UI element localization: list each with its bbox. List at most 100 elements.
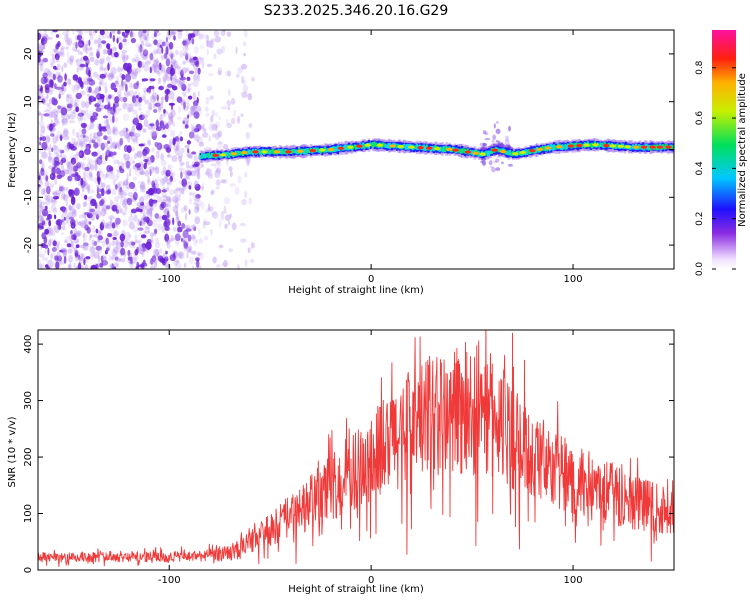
noise-speckle [95, 263, 99, 269]
noise-speckle [176, 79, 180, 87]
noise-speckle [108, 171, 116, 180]
noise-speckle [146, 209, 151, 215]
noise-speckle [97, 181, 104, 188]
noise-speckle [46, 111, 53, 119]
noise-speckle [102, 81, 108, 89]
noise-speckle [161, 84, 166, 88]
noise-speckle [39, 136, 42, 141]
noise-speckle [78, 166, 81, 172]
noise-speckle [80, 128, 88, 137]
noise-speckle [142, 128, 147, 133]
spectrogram-ytick-label: 0 [23, 146, 34, 152]
band-green [615, 143, 618, 149]
band-green [424, 145, 427, 151]
noise-speckle [186, 251, 189, 259]
noise-speckle [67, 93, 72, 99]
noise-speckle [122, 127, 129, 133]
noise-speckle [140, 61, 146, 68]
noise-speckle [125, 184, 128, 193]
noise-speckle [91, 225, 96, 233]
noise-speckle [101, 219, 106, 227]
noise-speckle [138, 96, 143, 103]
noise-speckle [78, 141, 86, 147]
noise-speckle [122, 102, 128, 110]
noise-speckle [77, 42, 84, 47]
band-core [356, 144, 363, 148]
band-green [292, 149, 295, 154]
noise-speckle [139, 50, 142, 55]
noise-speckle [177, 252, 183, 258]
noise-speckle [65, 208, 68, 214]
noise-speckle [192, 104, 197, 112]
figure-title: S233.2025.346.20.16.G29 [264, 3, 449, 19]
noise-speckle [241, 199, 247, 205]
noise-speckle [51, 231, 56, 237]
noise-speckle [194, 216, 201, 225]
noise-speckle [166, 34, 172, 40]
noise-speckle [38, 43, 44, 52]
noise-speckle [38, 263, 43, 269]
noise-speckle [172, 31, 177, 35]
noise-speckle [178, 106, 181, 114]
noise-speckle [126, 92, 131, 96]
spectrogram-xtick-label: 0 [368, 274, 374, 285]
noise-speckle [185, 176, 190, 180]
noise-speckle [72, 30, 75, 35]
noise-speckle [116, 182, 121, 189]
noise-speckle [58, 260, 66, 265]
noise-speckle [73, 227, 78, 236]
noise-speckle [44, 135, 51, 144]
noise-speckle [163, 144, 166, 150]
noise-speckle [153, 64, 161, 73]
band-core [640, 145, 648, 149]
noise-speckle [128, 234, 132, 238]
noise-speckle [180, 171, 183, 180]
noise-speckle [112, 129, 116, 134]
noise-speckle [40, 113, 43, 122]
noise-speckle [159, 44, 163, 49]
noise-speckle [132, 67, 139, 76]
noise-speckle [131, 71, 139, 76]
noise-speckle [107, 188, 111, 195]
disturbance-speckle [496, 155, 503, 158]
noise-speckle [194, 70, 201, 75]
noise-speckle [193, 180, 199, 188]
noise-speckle [153, 32, 157, 38]
noise-speckle [182, 229, 189, 239]
noise-speckle [165, 37, 168, 43]
noise-speckle [175, 139, 182, 143]
noise-speckle [139, 32, 145, 41]
noise-speckle [221, 45, 226, 54]
noise-speckle [38, 259, 41, 267]
noise-speckle [38, 120, 45, 126]
noise-speckle [115, 239, 119, 246]
noise-speckle [105, 56, 111, 60]
noise-speckle [160, 55, 166, 61]
noise-speckle [117, 36, 122, 41]
noise-speckle [228, 248, 233, 253]
noise-speckle [191, 38, 195, 45]
noise-speckle [137, 180, 144, 184]
noise-speckle [67, 248, 73, 254]
band-green [258, 149, 262, 155]
noise-speckle [193, 100, 199, 107]
band-green [526, 149, 529, 155]
band-core [519, 150, 526, 155]
noise-speckle [64, 34, 69, 42]
noise-speckle [190, 82, 193, 87]
noise-speckle [62, 248, 68, 257]
noise-speckle [250, 259, 254, 263]
noise-speckle [38, 183, 41, 188]
noise-speckle [84, 264, 89, 269]
noise-speckle [38, 89, 44, 98]
noise-speckle [69, 58, 74, 66]
noise-speckle [106, 221, 112, 226]
noise-speckle [136, 151, 142, 158]
noise-speckle [70, 146, 77, 151]
noise-speckle [56, 63, 61, 71]
noise-speckle [105, 103, 112, 110]
noise-speckle [245, 131, 250, 139]
noise-speckle [138, 107, 142, 111]
noise-speckle [130, 241, 136, 246]
